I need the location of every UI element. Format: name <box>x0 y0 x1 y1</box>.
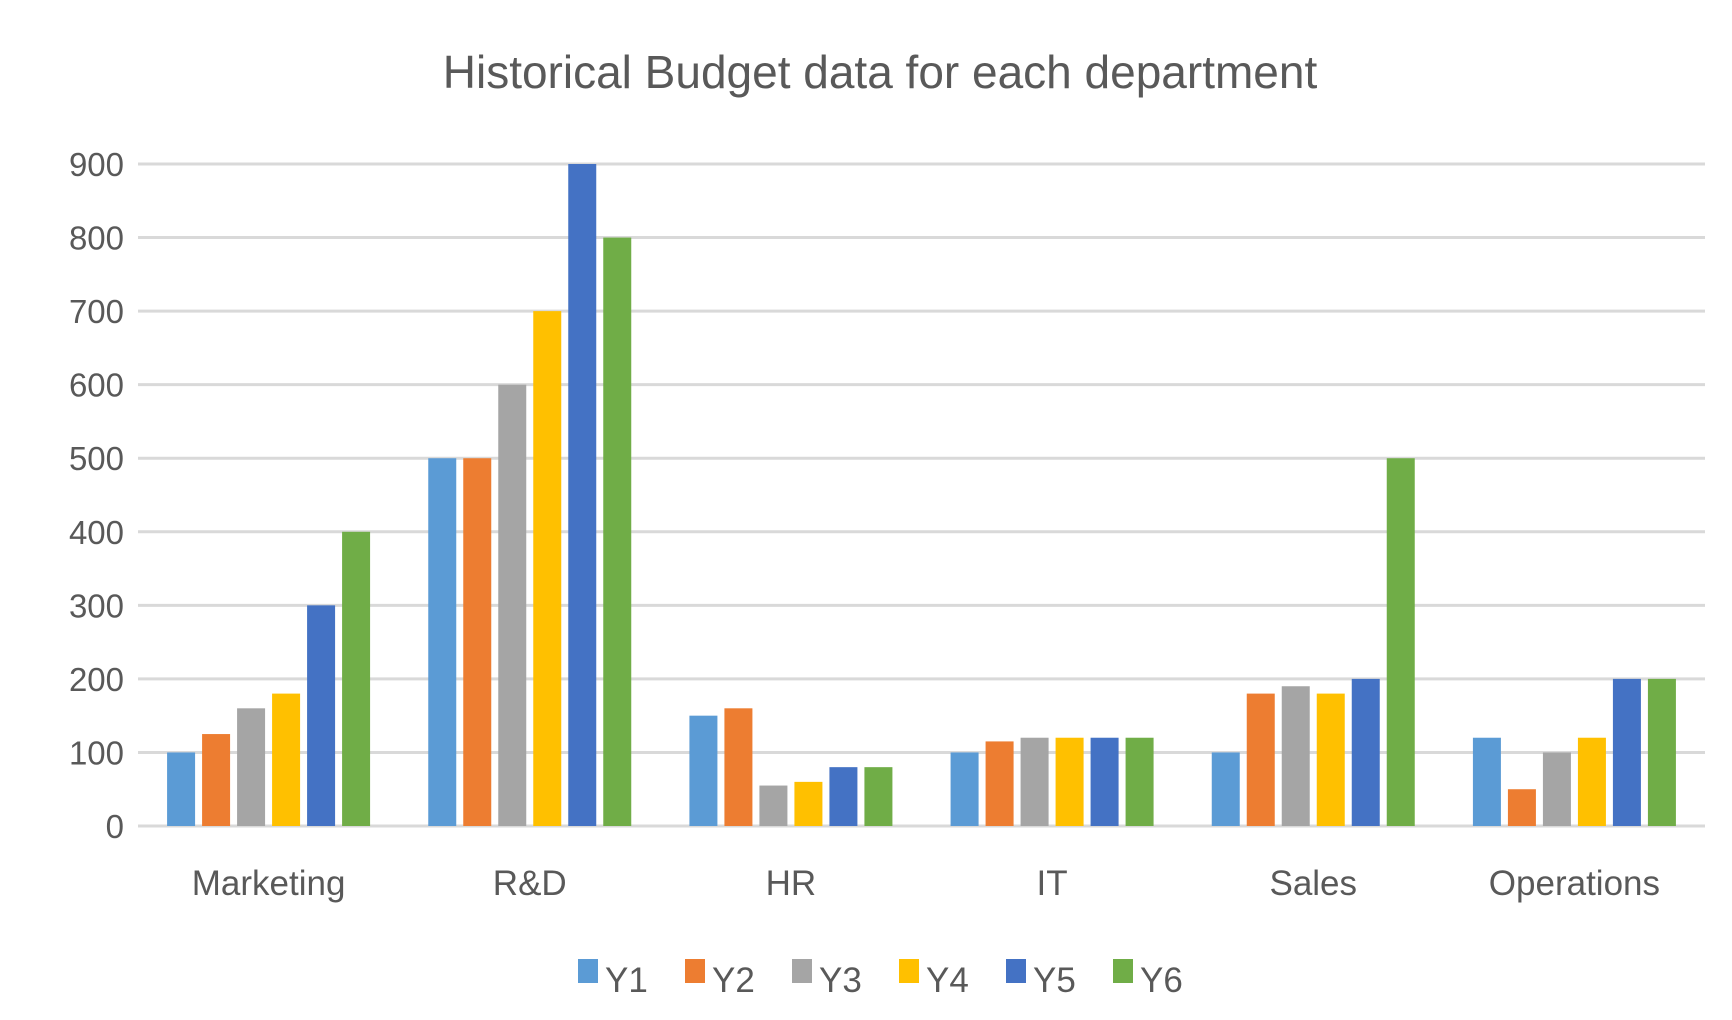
y-tick-label: 100 <box>69 734 124 771</box>
x-tick-label: Marketing <box>192 864 346 903</box>
bar-marketing-y5 <box>307 605 336 826</box>
bar-it-y1 <box>950 752 979 826</box>
bar-operations-y1 <box>1472 737 1501 826</box>
legend-label: Y6 <box>1140 961 1183 1000</box>
x-axis-labels: Marketing R&D HR IT Sales Operations <box>192 864 1660 903</box>
bar-sales-y2 <box>1246 693 1275 826</box>
legend-swatch <box>578 959 598 983</box>
bar-hr-y3 <box>759 785 788 826</box>
legend-item-y1: Y1 <box>578 959 648 1000</box>
legend-item-y5: Y5 <box>1006 959 1076 1000</box>
bar-hr-y4 <box>794 781 823 826</box>
bar-sales-y1 <box>1211 752 1240 826</box>
bar-it-y2 <box>985 741 1014 826</box>
x-tick-label: HR <box>766 864 817 903</box>
bar-sales-y5 <box>1351 678 1380 826</box>
x-tick-label: IT <box>1037 864 1068 903</box>
y-tick-label: 0 <box>106 808 124 845</box>
legend-swatch <box>1006 959 1026 983</box>
y-tick-label: 900 <box>69 146 124 183</box>
legend-item-y4: Y4 <box>899 959 969 1000</box>
y-tick-label: 500 <box>69 440 124 477</box>
bar-operations-y3 <box>1542 752 1571 826</box>
legend-item-y3: Y3 <box>792 959 862 1000</box>
bar-hr-y5 <box>829 767 858 826</box>
y-tick-label: 600 <box>69 367 124 404</box>
bar-sales-y6 <box>1386 458 1415 826</box>
y-tick-label: 200 <box>69 661 124 698</box>
bar-it-y4 <box>1055 737 1084 826</box>
legend-label: Y5 <box>1033 961 1076 1000</box>
bars <box>167 164 1676 827</box>
bar-operations-y4 <box>1577 737 1606 826</box>
bar-hr-y6 <box>864 767 893 826</box>
legend-item-y6: Y6 <box>1113 959 1183 1000</box>
y-tick-label: 700 <box>69 293 124 330</box>
x-tick-label: R&D <box>493 864 567 903</box>
bar-marketing-y1 <box>167 752 196 826</box>
bar-marketing-y3 <box>237 708 266 826</box>
chart-title: Historical Budget data for each departme… <box>443 46 1318 98</box>
bar-rd-y4 <box>533 311 562 827</box>
legend: Y1 Y2 Y3 Y4 Y5 Y6 <box>578 959 1183 1000</box>
gridlines <box>138 162 1705 828</box>
bar-operations-y2 <box>1507 789 1536 826</box>
bar-sales-y3 <box>1281 686 1310 826</box>
y-tick-label: 800 <box>69 220 124 257</box>
bar-hr-y1 <box>689 715 718 826</box>
bar-rd-y3 <box>498 384 527 826</box>
legend-label: Y1 <box>605 961 648 1000</box>
bar-rd-y2 <box>463 458 492 826</box>
bar-hr-y2 <box>724 708 753 826</box>
y-tick-label: 400 <box>69 514 124 551</box>
bar-it-y6 <box>1125 737 1154 826</box>
legend-swatch <box>899 959 919 983</box>
x-tick-label: Operations <box>1489 864 1660 903</box>
x-tick-label: Sales <box>1269 864 1357 903</box>
bar-marketing-y4 <box>272 693 301 826</box>
legend-swatch <box>685 959 705 983</box>
bar-operations-y5 <box>1612 678 1641 826</box>
legend-label: Y4 <box>926 961 969 1000</box>
legend-swatch <box>792 959 812 983</box>
legend-label: Y2 <box>712 961 755 1000</box>
bar-marketing-y6 <box>342 531 371 826</box>
bar-rd-y5 <box>568 164 597 826</box>
bar-rd-y6 <box>603 237 632 827</box>
bar-it-y3 <box>1020 737 1049 826</box>
bar-marketing-y2 <box>202 734 231 826</box>
y-axis-ticks: 0 100 200 300 400 500 600 700 800 900 <box>69 146 124 845</box>
bar-operations-y6 <box>1647 678 1676 826</box>
legend-swatch <box>1113 959 1133 983</box>
bar-it-y5 <box>1090 737 1119 826</box>
bar-rd-y1 <box>428 458 457 826</box>
legend-item-y2: Y2 <box>685 959 755 1000</box>
y-tick-label: 300 <box>69 587 124 624</box>
bar-sales-y4 <box>1316 693 1345 826</box>
legend-label: Y3 <box>819 961 862 1000</box>
